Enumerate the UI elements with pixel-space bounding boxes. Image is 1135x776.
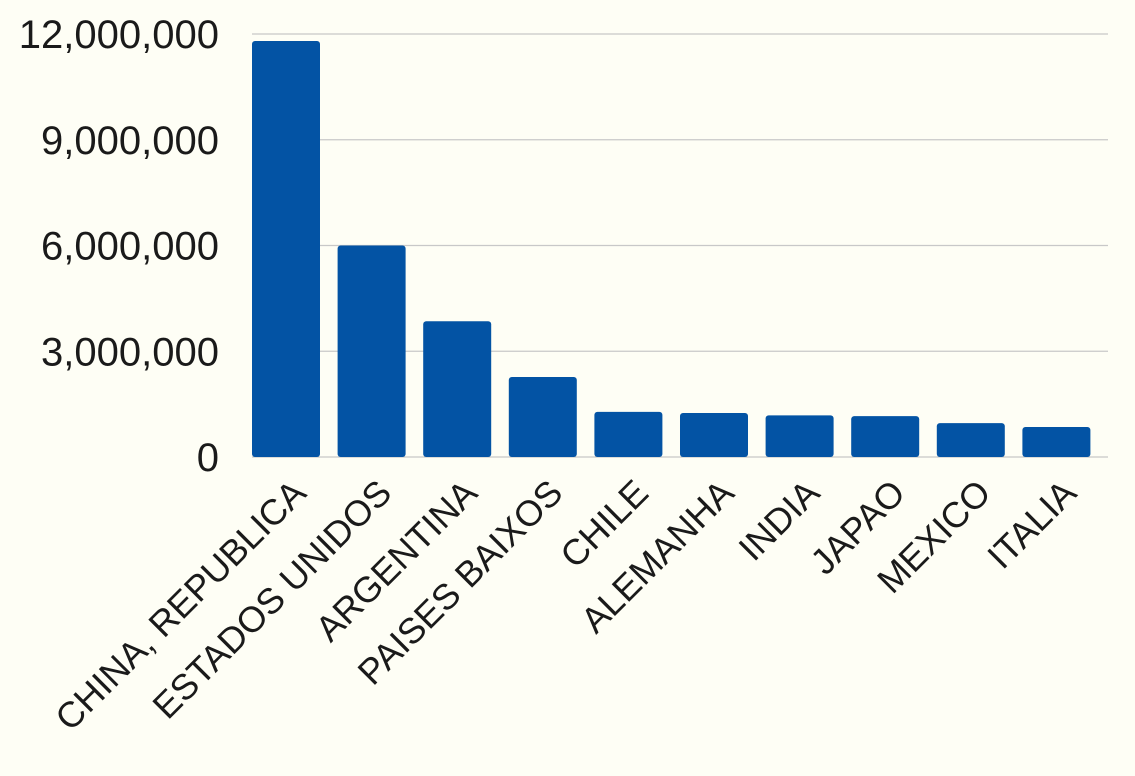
bar <box>337 245 406 457</box>
y-tick-label: 6,000,000 <box>41 225 219 269</box>
bar <box>1022 427 1091 457</box>
bar <box>508 376 577 457</box>
bar <box>680 412 748 457</box>
x-tick-label: ITALIA <box>979 472 1084 577</box>
y-tick-label: 0 <box>197 436 219 480</box>
bar <box>936 423 1005 457</box>
bar <box>594 411 663 457</box>
y-tick-label: 12,000,000 <box>19 13 219 57</box>
bar <box>423 321 492 457</box>
bars <box>252 41 1091 458</box>
bar <box>851 416 920 457</box>
y-tick-label: 3,000,000 <box>41 330 219 374</box>
y-tick-label: 9,000,000 <box>41 119 219 163</box>
bar <box>252 41 320 458</box>
y-axis-tick-labels: 0 3,000,000 6,000,000 9,000,000 12,000,000 <box>19 13 219 480</box>
bar <box>765 415 834 457</box>
